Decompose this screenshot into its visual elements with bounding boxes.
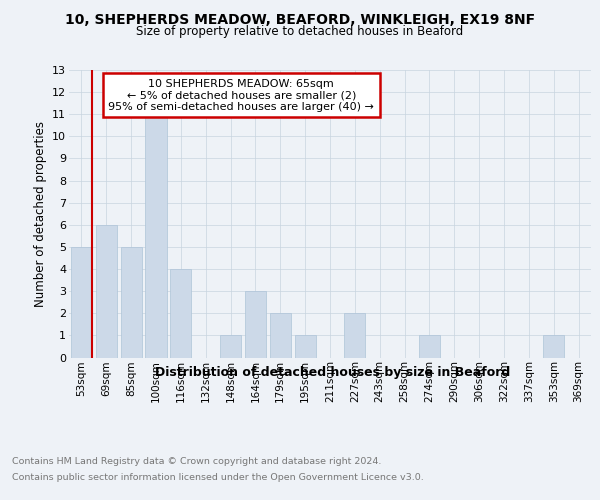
Text: Contains public sector information licensed under the Open Government Licence v3: Contains public sector information licen… xyxy=(12,472,424,482)
Bar xyxy=(344,314,365,358)
Y-axis label: Number of detached properties: Number of detached properties xyxy=(34,120,47,306)
Bar xyxy=(170,269,191,358)
Text: Distribution of detached houses by size in Beaford: Distribution of detached houses by size … xyxy=(155,366,511,379)
Bar xyxy=(96,225,117,358)
Bar xyxy=(543,336,564,357)
Bar xyxy=(220,336,241,357)
Bar xyxy=(295,336,316,357)
Text: Size of property relative to detached houses in Beaford: Size of property relative to detached ho… xyxy=(136,25,464,38)
Bar xyxy=(71,247,92,358)
Bar xyxy=(270,314,291,358)
Text: 10, SHEPHERDS MEADOW, BEAFORD, WINKLEIGH, EX19 8NF: 10, SHEPHERDS MEADOW, BEAFORD, WINKLEIGH… xyxy=(65,12,535,26)
Bar xyxy=(245,291,266,358)
Bar xyxy=(419,336,440,357)
Bar xyxy=(145,114,167,358)
Text: 10 SHEPHERDS MEADOW: 65sqm
← 5% of detached houses are smaller (2)
95% of semi-d: 10 SHEPHERDS MEADOW: 65sqm ← 5% of detac… xyxy=(109,78,374,112)
Text: Contains HM Land Registry data © Crown copyright and database right 2024.: Contains HM Land Registry data © Crown c… xyxy=(12,458,382,466)
Bar xyxy=(121,247,142,358)
